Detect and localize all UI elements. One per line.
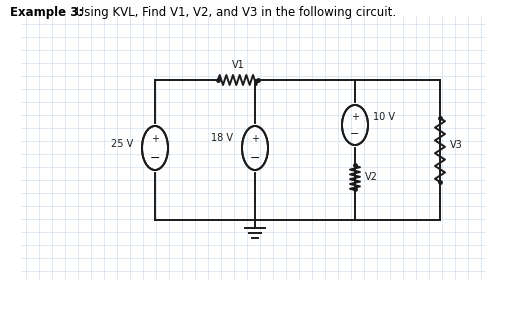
Text: −: − — [349, 129, 359, 139]
Text: 18 V: 18 V — [211, 133, 232, 143]
Text: +: + — [250, 134, 259, 144]
Text: −: − — [249, 152, 260, 165]
Text: V3: V3 — [449, 140, 462, 150]
Text: +: + — [350, 112, 358, 122]
Text: V1: V1 — [231, 60, 244, 70]
Text: 25 V: 25 V — [111, 139, 133, 149]
Text: 10 V: 10 V — [372, 112, 394, 122]
Text: V2: V2 — [364, 171, 377, 181]
Text: +: + — [150, 134, 159, 144]
Text: Example 3:: Example 3: — [10, 6, 83, 19]
Text: −: − — [149, 152, 160, 165]
Text: Using KVL, Find V1, V2, and V3 in the following circuit.: Using KVL, Find V1, V2, and V3 in the fo… — [72, 6, 395, 19]
